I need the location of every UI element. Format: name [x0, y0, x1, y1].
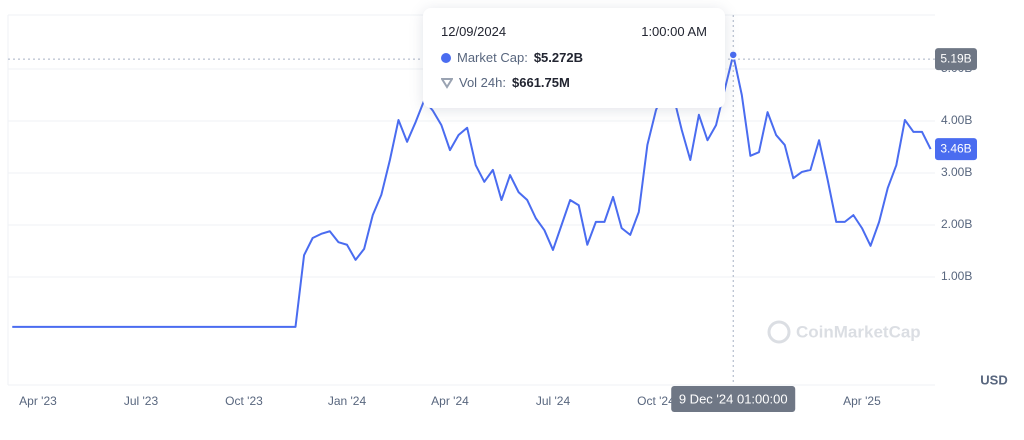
tooltip-volume-label: Vol 24h:: [459, 75, 506, 90]
market-cap-line: [12, 53, 932, 328]
tooltip-time: 1:00:00 AM: [641, 24, 707, 39]
x-tick-label: Apr '25: [843, 394, 881, 408]
crosshair-x-label: 9 Dec '24 01:00:00: [679, 391, 788, 406]
tooltip: 12/09/2024 1:00:00 AM Market Cap: $5.272…: [423, 8, 725, 108]
crosshair-value-label: 5.19B: [940, 51, 971, 65]
last-price-tag: [935, 138, 977, 161]
unit-label: USD: [980, 372, 1007, 387]
y-tick-label: 2.00B: [941, 217, 972, 231]
crosshair-x-tag: [671, 386, 796, 412]
tooltip-volume-value: $661.75M: [512, 75, 570, 90]
x-tick-label: Jan '24: [328, 394, 367, 408]
crosshair-value-tag: [935, 48, 977, 71]
x-tick-label: Jul '24: [536, 394, 571, 408]
tooltip-volume-icon: [441, 77, 453, 89]
tooltip-market-cap-label: Market Cap:: [457, 50, 528, 65]
tooltip-date: 12/09/2024: [441, 24, 507, 39]
tooltip-volume: Vol 24h: $661.75M: [441, 75, 570, 90]
watermark: CoinMarketCap: [767, 320, 921, 344]
tooltip-market-cap: Market Cap: $5.272B: [441, 50, 583, 65]
x-tick-label: Oct '24: [637, 394, 675, 408]
hover-point: [728, 50, 738, 60]
y-tick-label: 3.00B: [941, 165, 972, 179]
tooltip-dot: [441, 52, 451, 63]
x-tick-label: Apr '24: [431, 394, 469, 408]
y-tick-label: 4.00B: [941, 113, 972, 127]
x-tick-label: Oct '23: [225, 394, 263, 408]
tooltip-market-cap-value: $5.272B: [533, 50, 583, 65]
x-tick-label: Apr '23: [19, 394, 57, 408]
y-tick-label: 1.00B: [941, 269, 972, 283]
last-price-label: 3.46B: [940, 141, 971, 155]
watermark-text: CoinMarketCap: [796, 322, 921, 341]
x-tick-label: Jul '23: [124, 394, 159, 408]
